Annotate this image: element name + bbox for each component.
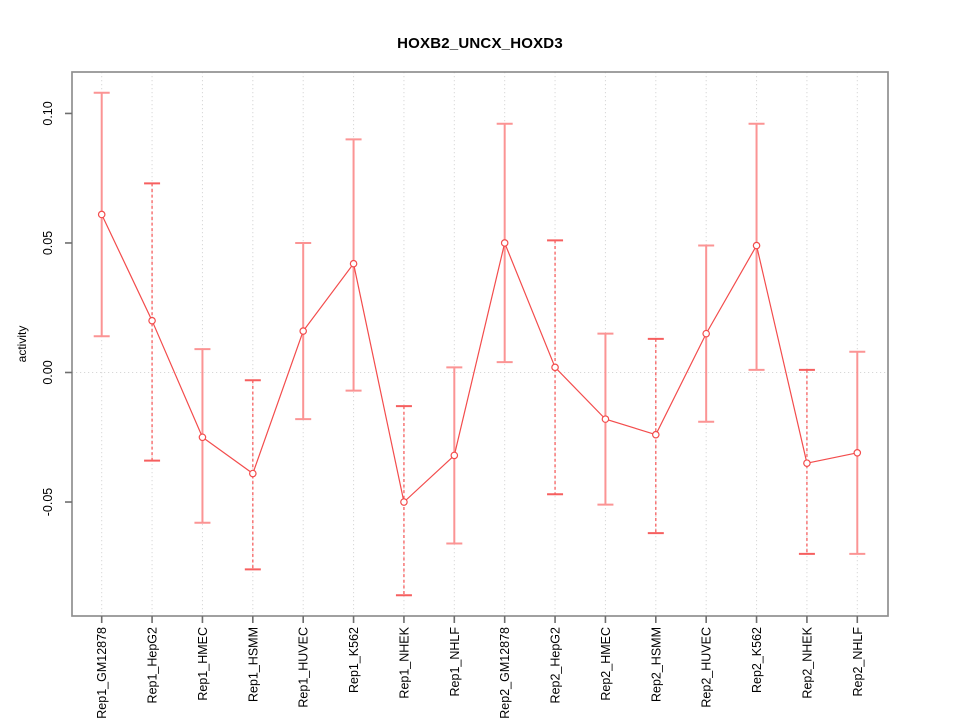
x-tick-label: Rep1_GM12878 xyxy=(95,627,109,719)
x-tick-label: Rep1_HUVEC xyxy=(297,627,311,708)
data-point xyxy=(500,239,509,247)
x-tick-label: Rep2_NHLF xyxy=(851,627,865,697)
data-point xyxy=(450,451,459,460)
x-tick-label: Rep1_K562 xyxy=(347,627,361,693)
data-point xyxy=(601,415,610,423)
data-point xyxy=(551,363,559,372)
x-tick-label: Rep2_GM12878 xyxy=(498,627,512,719)
data-point xyxy=(853,448,862,457)
data-point xyxy=(652,430,660,439)
data-point xyxy=(803,459,811,467)
data-point xyxy=(97,210,106,219)
y-tick-label: 0.10 xyxy=(41,101,55,125)
x-tick-label: Rep2_HUVEC xyxy=(700,627,714,708)
data-point xyxy=(299,327,307,335)
x-tick-label: Rep1_NHLF xyxy=(448,627,462,697)
x-tick-label: Rep1_NHEK xyxy=(397,626,411,698)
data-point xyxy=(702,329,710,338)
x-tick-label: Rep2_HSMM xyxy=(649,627,663,702)
series-line xyxy=(101,214,858,504)
data-point xyxy=(752,241,761,250)
data-point xyxy=(249,469,257,478)
y-tick-label: -0.05 xyxy=(41,488,55,517)
x-tick-label: Rep2_K562 xyxy=(750,627,764,693)
x-tick-label: Rep2_HepG2 xyxy=(549,627,563,703)
data-point xyxy=(198,433,207,442)
y-axis-label: activity xyxy=(15,326,29,363)
data-point xyxy=(148,316,156,325)
x-tick-label: Rep2_HMEC xyxy=(599,627,613,701)
x-tick-label: Rep2_NHEK xyxy=(800,626,814,698)
y-tick-label: 0.00 xyxy=(41,360,55,384)
chart-title: HOXB2_UNCX_HOXD3 xyxy=(397,35,563,52)
y-tick-label: 0.05 xyxy=(41,231,55,255)
chart-plot-area: 0.10 0.05 0.00 -0.05 Rep1_GM12878 Rep1_HepG2 R… xyxy=(41,71,889,719)
data-point xyxy=(349,259,358,268)
data-point xyxy=(400,498,408,506)
plot-box xyxy=(71,71,889,617)
x-tick-label: Rep1_HepG2 xyxy=(146,627,160,703)
x-tick-label: Rep1_HSMM xyxy=(246,627,260,702)
x-tick-label: Rep1_HMEC xyxy=(196,627,210,701)
